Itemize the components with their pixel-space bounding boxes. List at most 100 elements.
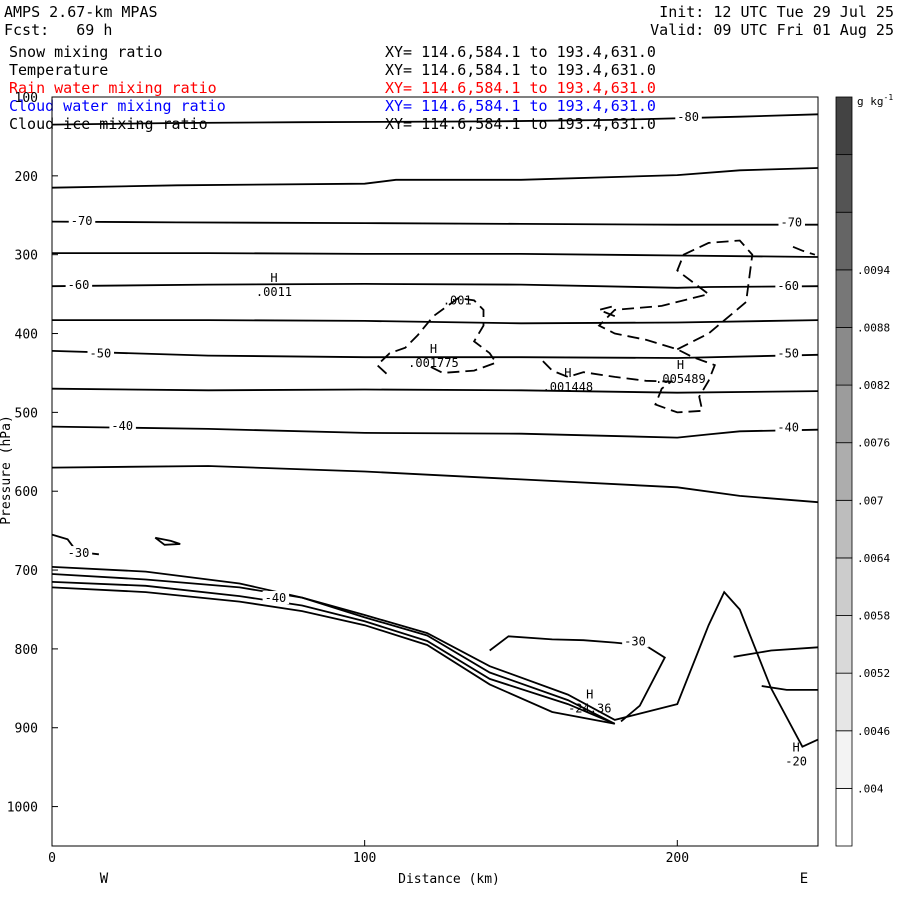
colorbar-tick-label: .007	[857, 494, 884, 507]
valid-time: Valid: 09 UTC Fri 01 Aug 25	[650, 21, 894, 39]
contour-label-bg	[68, 214, 96, 228]
field-xy: XY= 114.6,584.1 to 193.4,631.0	[385, 79, 656, 97]
colorbar-swatch	[835, 269, 853, 328]
contour-label: -40	[777, 421, 799, 435]
colorbar-swatch	[835, 557, 853, 616]
field-name: Rain water mixing ratio	[9, 79, 217, 97]
colorbar: .004 .0046 .0052 .0058 .0064 .007 .0076 .0082 .0…	[835, 96, 890, 847]
colorbar-swatch	[835, 96, 853, 156]
colorbar-tick-label: .0094	[857, 264, 890, 277]
colorbar-swatch	[835, 442, 853, 501]
x-east-label: E	[800, 871, 808, 887]
temperature-contour	[51, 167, 819, 189]
temperature-contours: -80 -70 -70 -60 -60 -50 -50 -40 -40 -30 -30 -40	[51, 110, 819, 748]
temperature-contour	[51, 387, 819, 394]
colorbar-swatch	[835, 787, 853, 847]
contour-label: -50	[777, 347, 799, 361]
high-marker: H	[586, 688, 593, 702]
temperature-contour	[489, 635, 666, 723]
high-marker: H	[792, 740, 799, 754]
temperature-contour	[51, 425, 819, 439]
temperature-contour	[52, 252, 819, 258]
temperature-contour	[761, 685, 818, 691]
temperature-contour	[733, 646, 819, 658]
contour-label-bg	[675, 110, 702, 124]
temperature-contour	[51, 586, 615, 725]
y-tick-label: 500	[15, 406, 38, 421]
contour-label: -30	[68, 546, 90, 560]
contour-label: -60	[777, 279, 799, 293]
cloud-ice-contours: .001	[375, 239, 816, 414]
colorbar-tick-label: .0076	[857, 437, 890, 450]
contour-label: -40	[111, 419, 133, 433]
high-value: .001448	[543, 380, 594, 394]
y-axis-label: Pressure (hPa)	[0, 415, 14, 525]
colorbar-unit-exponent: -1	[884, 93, 894, 102]
field-name: Snow mixing ratio	[9, 43, 163, 61]
colorbar-swatch	[835, 384, 853, 444]
high-markers: H.0011H.001775H.001448H.005489H-24.36H-2…	[256, 271, 807, 768]
high-marker: H	[430, 342, 437, 356]
cloud-ice-contour	[596, 305, 616, 318]
y-tick-label: 100	[15, 91, 38, 106]
contour-label-bg	[775, 346, 802, 360]
y-tick-label: 1000	[7, 801, 38, 816]
field-xy: XY= 114.6,584.1 to 193.4,631.0	[385, 61, 656, 79]
y-tick-label: 300	[15, 249, 38, 264]
x-tick-label: 100	[353, 851, 376, 866]
high-value: .0011	[256, 285, 292, 299]
field-name: Cloud water mixing ratio	[9, 97, 226, 115]
contour-label-bg	[87, 346, 115, 360]
high-value: -20	[785, 754, 807, 768]
colorbar-unit: g kg-1	[857, 93, 893, 108]
contour-label: -70	[71, 214, 93, 228]
colorbar-swatch	[835, 499, 853, 559]
y-tick-label: 800	[15, 643, 38, 658]
cloud-ice-contour	[375, 297, 498, 375]
colorbar-tick-label: .0058	[857, 610, 890, 623]
plot-frame	[51, 96, 819, 847]
colorbar-swatch	[835, 730, 853, 789]
y-tick-label: 400	[15, 328, 38, 343]
colorbar-swatch	[835, 672, 853, 732]
model-title: AMPS 2.67-km MPAS	[4, 3, 158, 21]
field-xy: XY= 114.6,584.1 to 193.4,631.0	[385, 97, 656, 115]
temperature-contour	[51, 350, 819, 359]
colorbar-swatch	[835, 327, 853, 386]
y-tick-label: 900	[15, 722, 38, 737]
high-marker: H	[270, 271, 277, 285]
temperature-contour	[51, 573, 616, 725]
temperature-contour	[51, 566, 819, 748]
contour-label-bg	[262, 591, 290, 605]
x-tick-label: 200	[666, 851, 689, 866]
cloud-ice-contour	[792, 245, 816, 256]
colorbar-swatch	[835, 211, 853, 271]
colorbar-swatch	[835, 615, 853, 674]
temperature-contour	[51, 113, 819, 126]
high-value: -24.36	[568, 702, 611, 716]
contour-label-bg	[775, 420, 802, 434]
contour-label-bg	[622, 634, 649, 648]
y-tick-label: 600	[15, 485, 38, 500]
contour-label: -40	[265, 591, 287, 605]
contour-label-bg	[778, 215, 805, 229]
contour-label: -70	[780, 216, 802, 230]
x-west-label: W	[100, 871, 109, 887]
forecast-hours: Fcst: 69 h	[4, 21, 113, 39]
x-tick-label: 0	[48, 851, 56, 866]
temperature-contour	[51, 282, 819, 289]
high-value: .001775	[408, 356, 459, 370]
temperature-contour	[51, 220, 818, 226]
cloud-ice-contour	[542, 239, 754, 414]
y-tick-label: 200	[15, 170, 38, 185]
colorbar-tick-label: .0064	[857, 552, 890, 565]
temperature-contour	[51, 581, 616, 725]
colorbar-tick-label: .0082	[857, 379, 890, 392]
temperature-contour	[51, 465, 819, 504]
cloud-ice-contour-label: .001	[443, 293, 472, 307]
colorbar-swatch	[835, 154, 853, 213]
contour-label-bg	[65, 546, 93, 560]
colorbar-tick-label: .0046	[857, 725, 890, 738]
contour-label-bg	[109, 419, 136, 433]
contour-label-bg	[775, 278, 802, 292]
